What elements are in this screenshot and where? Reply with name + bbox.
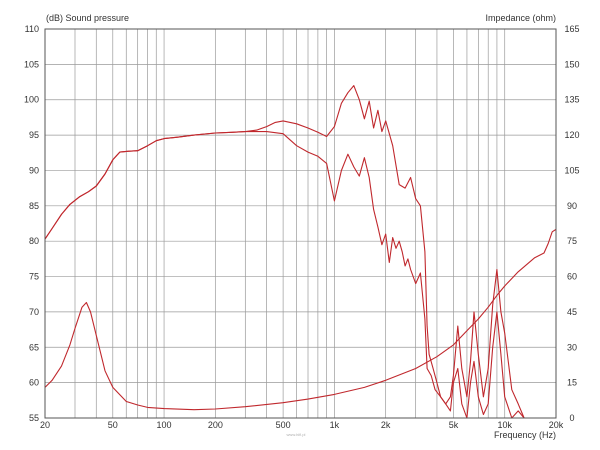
x-tick-label: 50 [108,420,118,430]
x-tick-label: 20k [549,420,564,430]
left-tick-label: 105 [24,59,39,69]
left-tick-label: 75 [29,272,39,282]
x-tick-label: 100 [157,420,172,430]
right-tick-label: 0 [569,413,574,423]
left-tick-label: 60 [29,378,39,388]
right-tick-labels: 0 15 30 45 60 75 90 105 120 135 150 165 [564,24,579,423]
right-tick-label: 150 [564,59,579,69]
right-tick-label: 165 [564,24,579,34]
plot-frame [44,28,557,419]
x-tick-label: 2k [381,420,391,430]
spl-curve-2 [44,85,525,419]
x-tick-labels: 20 50 100 200 500 1k 2k 5k 10k 20k [40,420,564,430]
left-tick-label: 95 [29,130,39,140]
right-tick-label: 75 [567,236,577,246]
left-tick-label: 100 [24,95,39,105]
right-axis-title: Impedance (ohm) [485,13,556,23]
left-tick-label: 85 [29,201,39,211]
x-tick-label: 10k [497,420,512,430]
left-tick-label: 65 [29,342,39,352]
x-tick-label: 200 [208,420,223,430]
left-tick-label: 55 [29,413,39,423]
right-tick-label: 45 [567,307,577,317]
left-tick-label: 90 [29,165,39,175]
left-axis-title: (dB) Sound pressure [46,13,129,23]
x-tick-label: 20 [40,420,50,430]
left-tick-label: 80 [29,236,39,246]
right-tick-label: 30 [567,342,577,352]
right-tick-label: 105 [564,165,579,175]
right-tick-label: 60 [567,272,577,282]
x-tick-label: 500 [276,420,291,430]
impedance-curve [44,228,557,411]
x-tick-label: 5k [449,420,459,430]
left-tick-label: 110 [25,24,39,34]
curves [44,85,557,419]
right-tick-label: 15 [567,378,577,388]
left-tick-label: 70 [29,307,39,317]
right-tick-label: 120 [564,130,579,140]
spl-curve-1 [44,131,530,419]
right-tick-label: 90 [567,201,577,211]
left-tick-labels: 55 60 65 70 75 80 85 90 95 100 105 110 [24,24,39,423]
right-tick-label: 135 [564,95,579,105]
watermark: www.hifi.pl [287,432,306,437]
x-tick-label: 1k [330,420,340,430]
x-axis-title: Frequency (Hz) [494,430,556,440]
